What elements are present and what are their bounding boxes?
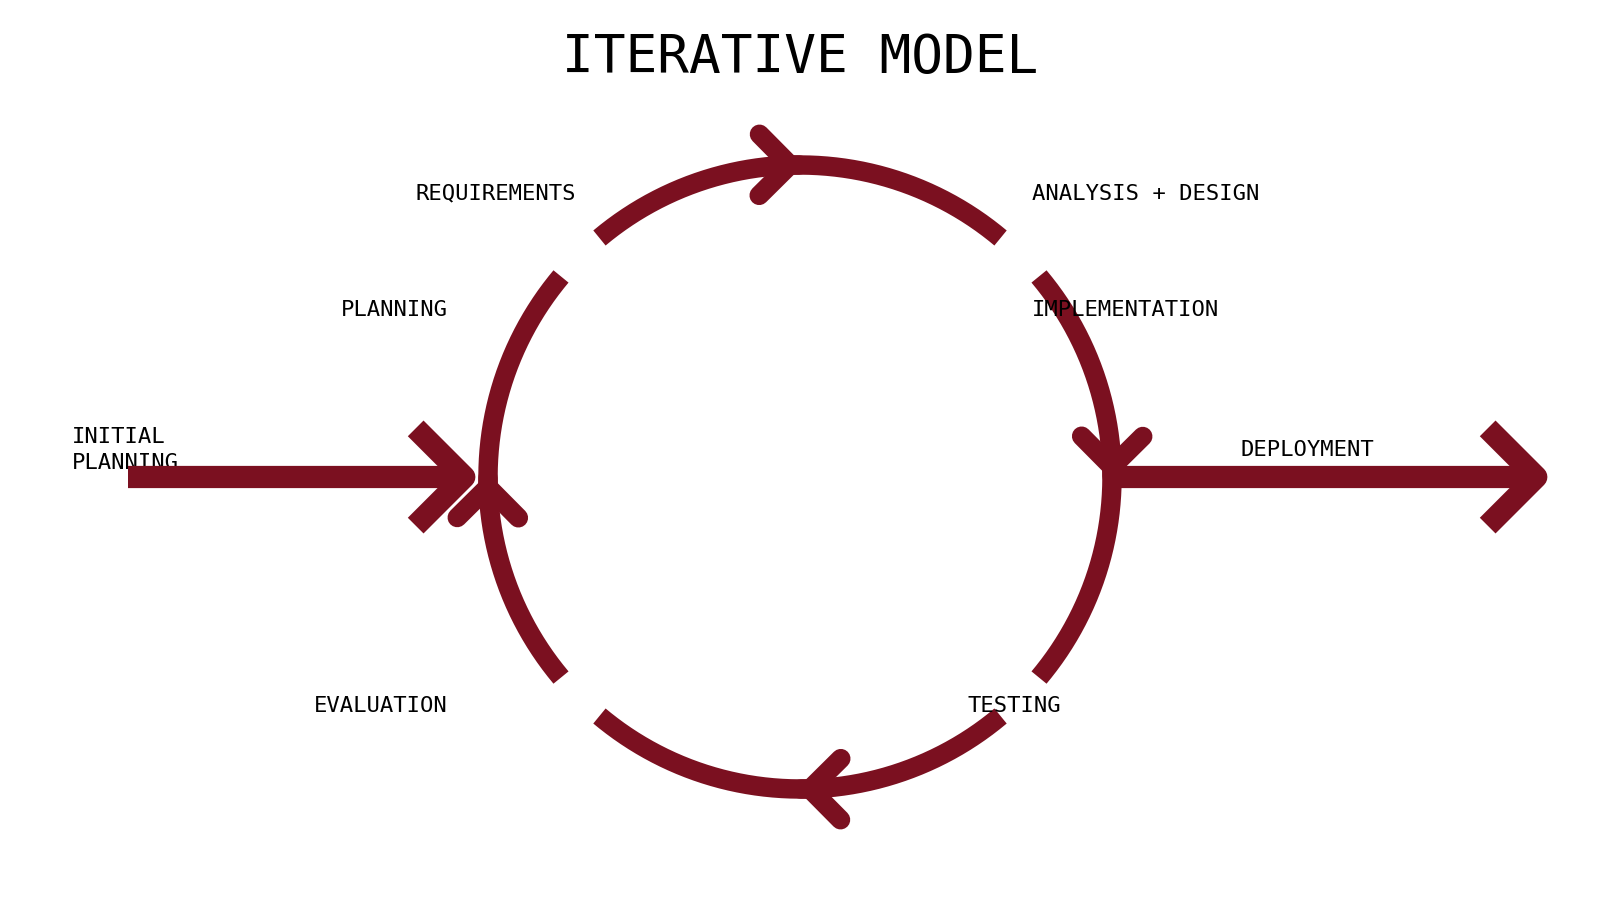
Text: ITERATIVE MODEL: ITERATIVE MODEL [562,32,1038,85]
Text: TESTING: TESTING [968,697,1062,716]
Text: IMPLEMENTATION: IMPLEMENTATION [1032,301,1219,320]
Text: REQUIREMENTS: REQUIREMENTS [416,184,576,203]
Text: EVALUATION: EVALUATION [314,697,448,716]
Text: INITIAL
PLANNING: INITIAL PLANNING [72,427,179,473]
Text: DEPLOYMENT: DEPLOYMENT [1240,440,1374,460]
Text: ANALYSIS + DESIGN: ANALYSIS + DESIGN [1032,184,1259,203]
Text: PLANNING: PLANNING [341,301,448,320]
